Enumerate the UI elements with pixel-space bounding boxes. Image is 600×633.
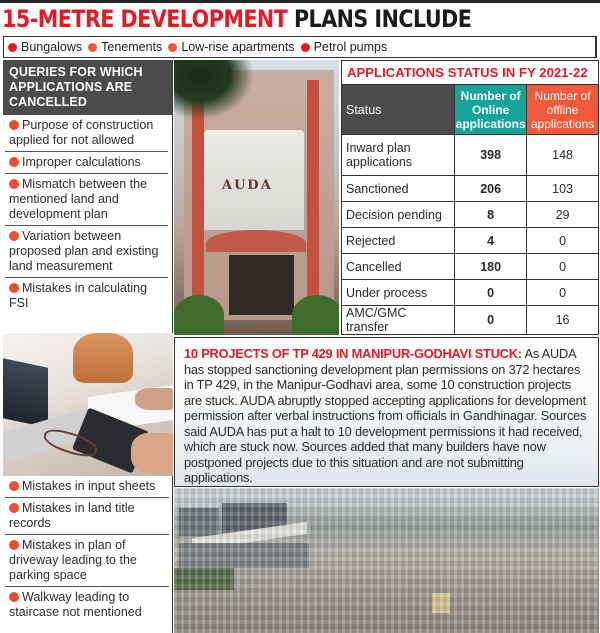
table-row: AMC/GMC transfer 0 16 <box>340 305 599 335</box>
plan-item: Petrol pumps <box>300 40 387 54</box>
stuck-projects-box: 10 PROJECTS OF TP 429 IN MANIPUR-GODHAVI… <box>174 337 599 487</box>
bullet-icon <box>168 42 178 52</box>
bullet-icon <box>88 42 98 52</box>
building-sign: AUDA <box>222 178 273 193</box>
header-online: Number of Online applications <box>454 84 528 135</box>
bullet-icon <box>8 42 17 52</box>
table-row: Cancelled 180 0 <box>340 253 599 280</box>
stuck-body: As AUDA has stopped sanctioning developm… <box>184 346 587 485</box>
bullet-icon <box>9 120 19 130</box>
headline-black: PLANS INCLUDE <box>293 5 472 33</box>
plan-item: Low-rise apartments <box>168 40 295 54</box>
table-row: Sanctioned 206 103 <box>340 175 599 202</box>
header-offline: Number of offline applications <box>526 84 599 135</box>
table-row: Under process 0 0 <box>340 279 599 306</box>
tree-icon <box>174 60 254 120</box>
bullet-icon <box>9 157 19 167</box>
calculator-photo <box>3 333 173 476</box>
query-item: Variation between proposed plan and exis… <box>5 226 168 278</box>
bullet-icon <box>9 503 19 513</box>
query-item: Improper calculations <box>5 152 168 174</box>
top-rule <box>0 0 600 3</box>
plan-item: Bungalows <box>8 40 82 54</box>
headline: 15-METRE DEVELOPMENT PLANS INCLUDE <box>2 4 472 34</box>
plan-types-bar: Bungalows Tenements Low-rise apartments … <box>3 36 597 58</box>
auda-building-photo: AUDA <box>174 60 339 335</box>
query-item: Mistakes in calculating FSI <box>9 281 148 310</box>
bullet-icon <box>9 231 19 241</box>
applications-status-table: Status Number of Online applications Num… <box>340 84 599 335</box>
query-item: Walkway leading to staircase not mention… <box>9 590 142 619</box>
table-header-row: Status Number of Online applications Num… <box>340 84 599 135</box>
queries-panel-continued: Mistakes in input sheets Mistakes in lan… <box>3 476 173 623</box>
query-item: Mistakes in land title records <box>5 498 169 535</box>
query-item: Mistakes in input sheets <box>5 476 169 498</box>
plan-item: Tenements <box>88 40 162 54</box>
table-row: Decision pending 8 29 <box>340 201 599 228</box>
queries-title: QUERIES FOR WHICH APPLICATIONS ARE CANCE… <box>3 60 172 115</box>
header-status: Status <box>340 84 456 135</box>
queries-panel: QUERIES FOR WHICH APPLICATIONS ARE CANCE… <box>3 60 173 633</box>
table-row: Inward plan applications 398 148 <box>340 134 599 176</box>
bullet-icon <box>9 592 19 602</box>
stuck-title: 10 PROJECTS OF TP 429 IN MANIPUR-GODHAVI… <box>184 346 522 361</box>
bullet-icon <box>9 481 19 491</box>
bullet-icon <box>9 283 19 293</box>
headline-red: 15-METRE DEVELOPMENT <box>2 5 288 33</box>
city-aerial-photo <box>174 488 599 633</box>
bullet-icon <box>9 540 19 550</box>
applications-title: APPLICATIONS STATUS IN FY 2021-22 <box>347 65 588 80</box>
bullet-icon <box>9 179 19 189</box>
query-item: Mismatch between the mentioned land and … <box>5 174 168 226</box>
applications-title-box: APPLICATIONS STATUS IN FY 2021-22 <box>341 60 599 84</box>
bullet-icon <box>300 42 310 52</box>
table-row: Rejected 4 0 <box>340 227 599 254</box>
query-item: Mistakes in plan of driveway leading to … <box>5 535 169 587</box>
query-item: Purpose of construction applied for not … <box>5 115 168 152</box>
